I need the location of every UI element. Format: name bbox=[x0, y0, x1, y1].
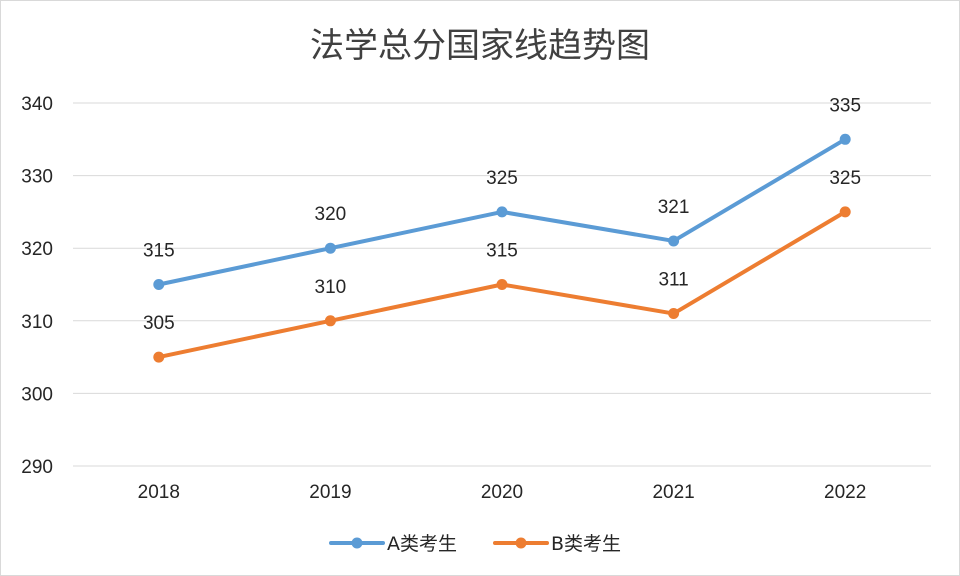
data-label: 311 bbox=[658, 270, 688, 291]
data-label: 320 bbox=[315, 204, 347, 225]
y-tick-label: 340 bbox=[21, 94, 53, 115]
x-tick-label: 2022 bbox=[824, 482, 866, 503]
data-point bbox=[496, 279, 508, 290]
data-point bbox=[153, 351, 165, 363]
x-tick-label: 2021 bbox=[652, 482, 694, 503]
legend-label[interactable]: B类考生 bbox=[551, 533, 621, 555]
chart-title: 法学总分国家线趋势图 bbox=[310, 26, 650, 66]
y-tick-label: 330 bbox=[21, 167, 53, 188]
x-tick-label: 2018 bbox=[138, 482, 180, 503]
data-label: 315 bbox=[143, 241, 175, 262]
x-tick-label: 2020 bbox=[481, 482, 523, 503]
series-lines bbox=[153, 133, 851, 363]
y-tick-label: 290 bbox=[21, 457, 53, 478]
data-label: 325 bbox=[829, 168, 861, 189]
data-point bbox=[324, 242, 336, 254]
data-point bbox=[839, 133, 851, 145]
data-label: 310 bbox=[315, 277, 347, 298]
data-point bbox=[668, 235, 680, 247]
legend-swatch-marker bbox=[515, 537, 527, 549]
data-label: 305 bbox=[143, 313, 175, 334]
y-tick-label: 300 bbox=[21, 384, 53, 405]
x-axis-ticks: 2018 2019 2020 2021 2022 bbox=[138, 482, 867, 503]
data-point bbox=[153, 279, 165, 290]
data-point bbox=[496, 206, 508, 218]
data-point bbox=[839, 206, 851, 218]
y-axis-ticks: 290 300 310 320 330 340 bbox=[21, 94, 53, 478]
legend[interactable]: A类考生 B类考生 bbox=[329, 533, 621, 555]
data-labels: 315 320 325 321 335 305 310 315 311 325 bbox=[143, 95, 861, 334]
y-tick-label: 320 bbox=[21, 239, 53, 260]
y-tick-label: 310 bbox=[21, 312, 53, 333]
legend-swatch-marker bbox=[351, 537, 363, 549]
x-tick-label: 2019 bbox=[309, 482, 351, 503]
data-label: 315 bbox=[486, 241, 518, 262]
data-point bbox=[668, 308, 680, 320]
data-point bbox=[324, 315, 336, 327]
legend-label[interactable]: A类考生 bbox=[387, 533, 457, 555]
data-label: 321 bbox=[658, 197, 690, 218]
gridlines bbox=[73, 102, 931, 467]
data-label: 325 bbox=[486, 168, 518, 189]
data-label: 335 bbox=[829, 95, 861, 116]
